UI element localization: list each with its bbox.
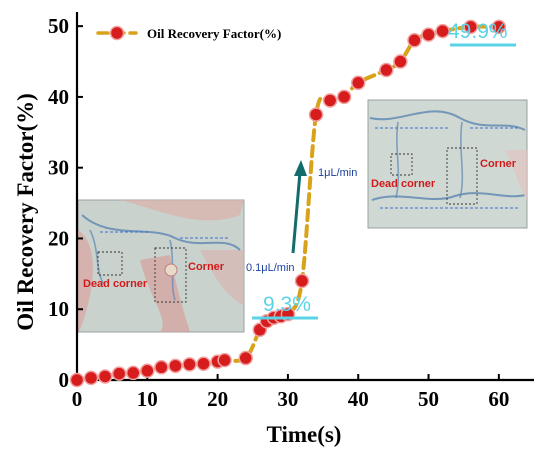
inset-right-corner-box [446,147,478,205]
callout-low-plateau: 9.3% [263,293,311,316]
inset-left-oil-region-2 [120,200,244,221]
data-point [69,372,85,388]
y-axis-label: Oil Recovery Factor(%) [13,93,38,331]
inset-left-dead-corner-box [97,251,123,276]
inset-right-corner-label: Corner [480,158,517,170]
inset-left-oil-region-1 [78,230,93,332]
flow-rate-arrowhead [294,160,307,176]
legend-label: Oil Recovery Factor(%) [147,26,281,41]
data-point [336,89,352,105]
data-point [196,356,211,371]
inset-right-pore-channel-4 [459,121,464,199]
flow-rate-low-label: 0.1μL/min [246,262,295,274]
inset-left-oil-region-4 [200,250,244,305]
data-point [379,62,394,78]
axes: 0 10 20 30 40 50 60 0 10 20 30 40 50 [48,12,534,411]
data-point [140,363,155,379]
data-point [322,93,338,108]
flow-rate-arrow [291,171,302,254]
data-point [463,19,478,35]
inset-right-dead-corner-label: Dead corner [371,178,436,190]
data-point [491,19,507,35]
micrograph-inset-left: Dead corner Corner [77,199,245,333]
x-tick-label: 0 [72,387,83,411]
inset-right-pore-channel-3 [395,121,400,199]
data-point [294,273,310,289]
data-point [97,369,113,384]
inset-left-corner-label: Corner [188,261,225,273]
data-point [182,357,197,372]
x-tick-label: 50 [418,387,439,411]
data-point [421,27,436,42]
inset-left-trapped-oil [164,263,178,277]
x-tick-label: 20 [207,387,228,411]
x-tick-label: 40 [348,387,369,411]
data-point [435,23,450,39]
data-point [154,360,169,375]
y-tick-label: 40 [48,85,69,109]
data-points [69,19,507,388]
micrograph-inset-right: Dead corner Corner [367,99,528,229]
data-point [111,366,127,381]
x-tick-label: 60 [488,387,509,411]
inset-left-water-flow [100,231,230,239]
flow-rate-high-label: 1μL/min [318,167,357,179]
data-point [350,75,366,91]
inset-right-pore-channel-1 [369,110,526,131]
data-point [308,107,324,122]
legend-marker [109,25,125,41]
x-axis-label: Time(s) [267,422,342,447]
inset-right-background [367,99,528,229]
inset-right-dead-corner-box [390,153,413,176]
data-point [238,350,253,366]
inset-right-oil-residue [505,150,527,200]
x-tick-label: 30 [277,387,298,411]
callout-high-plateau: 49.9% [448,20,508,43]
data-point [217,352,232,368]
data-point [125,365,141,381]
inset-left-pore-channel-2 [89,229,106,286]
y-tick-label: 10 [48,297,69,321]
inset-left-dead-corner-label: Dead corner [83,278,148,290]
data-point [168,358,183,374]
data-point [83,370,99,386]
y-tick-label: 30 [48,156,69,180]
y-tick-label: 0 [59,368,70,392]
legend: Oil Recovery Factor(%) [96,25,281,41]
inset-left-pore-channel-1 [81,214,241,251]
inset-left-corner-box [154,247,187,303]
data-point [407,33,422,48]
y-tick-label: 50 [48,14,69,38]
inset-left-oil-region-3 [140,255,190,332]
inset-right-water-flow [375,127,520,209]
y-tick-label: 20 [48,226,69,250]
x-tick-label: 10 [137,387,158,411]
data-point [393,54,408,69]
